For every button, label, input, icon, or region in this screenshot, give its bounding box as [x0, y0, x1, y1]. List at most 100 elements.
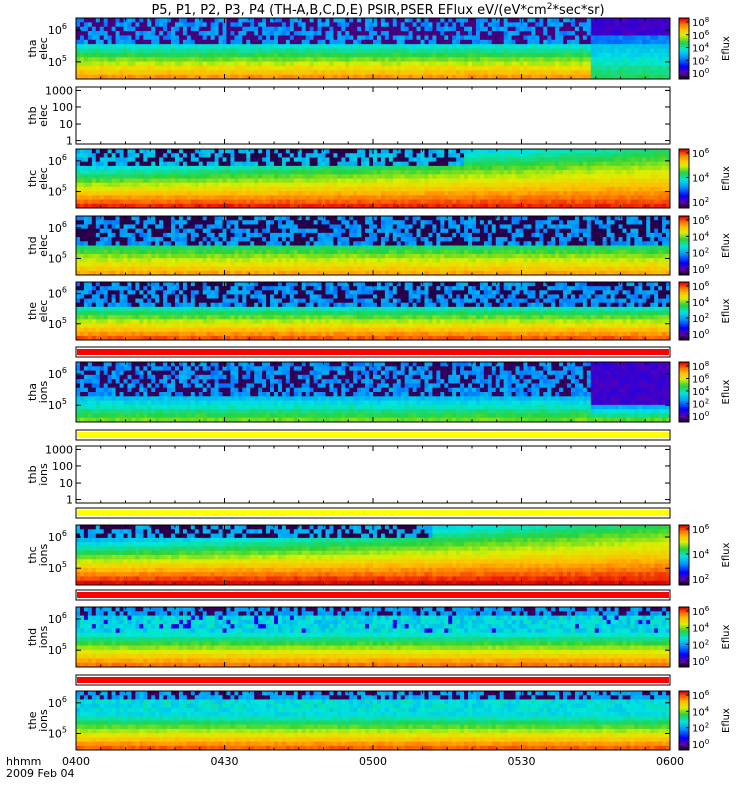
panel-label: thbelec	[26, 104, 50, 127]
bar-ions-4	[75, 674, 671, 686]
colorbar-tick-label: 100	[692, 328, 709, 341]
spectrogram-the-ions	[76, 691, 671, 751]
colorbar-tick-label: 102	[692, 54, 709, 67]
colorbar-tick-label: 108	[692, 360, 709, 373]
x-tick-label: 0430	[211, 755, 239, 768]
y-tick-label: 106	[48, 22, 67, 37]
colorbar-tick-label: 108	[692, 16, 709, 29]
y-tick-label: 100	[52, 101, 73, 114]
colorbar-tick-label: 106	[692, 147, 710, 160]
y-tick-label: 106	[48, 529, 67, 544]
colorbar-tick-label: 100	[692, 263, 709, 276]
spectrogram-thd-elec	[76, 216, 671, 276]
x-tick-label: 0600	[656, 755, 684, 768]
colorbar-label: Eflux	[721, 36, 732, 61]
colorbar-label: Eflux	[721, 233, 732, 258]
panel-frame	[75, 445, 671, 504]
y-tick-label: 106	[48, 366, 67, 381]
x-tick-label: 0400	[62, 755, 90, 768]
spectrogram-tha-elec	[76, 18, 671, 80]
x-tick-label: 0530	[508, 755, 536, 768]
colorbar-thd-elec: 106 104 102 100 Eflux	[678, 214, 732, 276]
colorbar-tick-label: 106	[692, 29, 710, 42]
figure-title: P5, P1, P2, P3, P4 (TH-A,B,C,D,E) PSIR,P…	[151, 2, 604, 18]
y-tick-label: 106	[48, 695, 67, 710]
colorbar-tick-label: 104	[692, 548, 710, 561]
y-tick-label: 100	[52, 460, 73, 473]
y-tick-label: 10	[59, 118, 73, 131]
colorbar-label: Eflux	[721, 624, 732, 649]
y-tick-label: 105	[48, 725, 67, 740]
colorbar-label: Eflux	[721, 708, 732, 733]
colorbar-tick-label: 102	[692, 196, 709, 209]
y-tick-label: 106	[48, 220, 67, 235]
panel-label: thdelec	[26, 234, 50, 257]
time-axis: 0400 0430 0500 0530 0600	[62, 755, 684, 768]
colorbar-tick-label: 102	[692, 312, 709, 325]
colorbar-tick-label: 102	[692, 573, 709, 586]
colorbar-thc-elec: 106 104 102 Eflux	[678, 147, 732, 209]
colorbar-tick-label: 106	[692, 373, 710, 386]
y-tick-label: 105	[48, 54, 67, 69]
y-tick-label: 1000	[45, 84, 73, 97]
colorbar-tick-label: 104	[692, 705, 710, 718]
title-main: P5, P1, P2, P3, P4 (TH-A,B,C,D,E) PSIR,P…	[151, 3, 546, 18]
panel-label: theions	[26, 709, 50, 732]
panel-thb-ions: 1000 100 10 1 thbions	[26, 443, 671, 507]
y-tick-label: 1000	[45, 443, 73, 456]
panel-label: thcelec	[26, 167, 50, 190]
y-tick-label: 105	[48, 397, 67, 412]
colorbar-the-elec: 106 104 102 100 Eflux	[678, 280, 732, 341]
y-tick-label: 10	[59, 477, 73, 490]
title-tail: *sec*sr)	[552, 3, 604, 18]
colorbar-label: Eflux	[721, 298, 732, 323]
panel-label: thaions	[26, 380, 50, 403]
colorbar-tick-label: 100	[692, 655, 709, 668]
y-tick-label: 105	[48, 642, 67, 657]
y-tick-label: 106	[48, 611, 67, 626]
bar-ions-1	[75, 429, 671, 441]
colorbar-thd-ions: 106 104 102 100 Eflux	[678, 605, 732, 668]
colorbar-tick-label: 106	[692, 605, 710, 618]
spectrogram-the-elec	[76, 282, 671, 341]
panel-label: theelec	[26, 300, 50, 323]
y-tick-label: 106	[48, 286, 67, 301]
y-tick-label: 1	[66, 135, 73, 148]
colorbar-the-ions: 106 104 102 100 Eflux	[678, 689, 732, 751]
y-tick-label: 105	[48, 183, 67, 198]
colorbar-tick-label: 102	[692, 398, 709, 411]
colorbar-tick-label: 104	[692, 172, 710, 185]
colorbar-tick-label: 100	[692, 410, 709, 423]
title-sup: 2	[547, 2, 553, 12]
colorbar-tick-label: 106	[692, 214, 710, 227]
bar-elec-1	[75, 346, 671, 358]
panel-label: thcions	[26, 543, 50, 566]
colorbar-tick-label: 104	[692, 385, 710, 398]
panel-frame	[75, 86, 671, 145]
y-tick-label: 105	[48, 250, 67, 265]
panel-label: thdions	[26, 625, 50, 648]
x-axis-label: hhmm	[6, 755, 41, 768]
colorbar-tick-label: 106	[692, 280, 710, 293]
x-axis-date: 2009 Feb 04	[6, 767, 74, 780]
colorbar-tick-label: 104	[692, 42, 710, 55]
colorbar-tick-label: 104	[692, 230, 710, 243]
bar-ions-3	[75, 589, 671, 601]
colorbar-tick-label: 104	[692, 296, 710, 309]
colorbar-tick-label: 106	[692, 689, 710, 702]
colorbar-tick-label: 102	[692, 247, 709, 260]
colorbar-tick-label: 102	[692, 638, 709, 651]
x-tick-label: 0500	[359, 755, 387, 768]
panel-label: thaelec	[26, 37, 50, 60]
colorbar-thc-ions: 106 104 102 Eflux	[678, 523, 732, 586]
colorbar-tick-label: 104	[692, 622, 710, 635]
